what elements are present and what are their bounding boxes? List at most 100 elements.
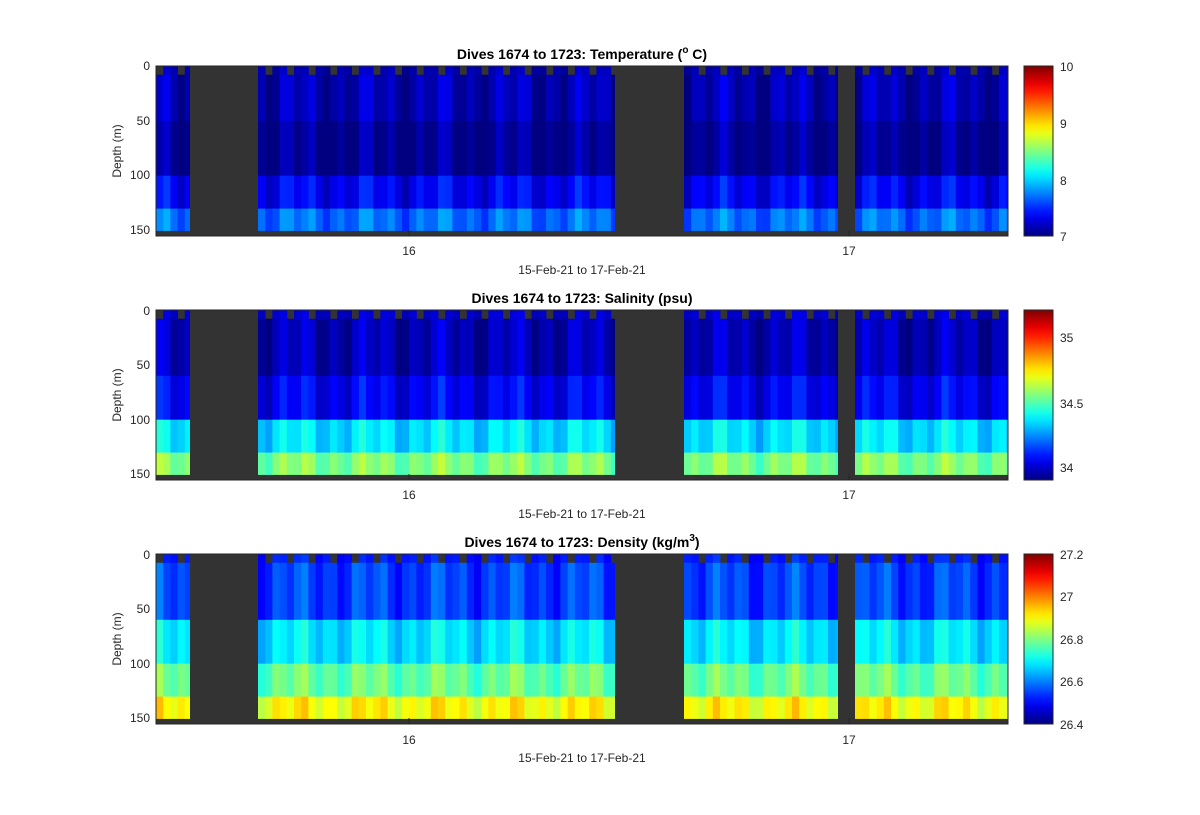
data-cell [855,120,863,177]
data-cell [315,375,324,421]
data-cell [927,452,935,475]
data-cell [784,318,793,377]
data-cell [934,562,942,621]
data-cell [919,554,928,564]
data-cell [876,208,885,231]
data-cell [315,452,324,475]
data-cell [934,619,942,665]
data-cell [574,562,583,621]
data-cell [452,619,460,665]
data-cell [265,175,273,209]
data-cell [603,452,612,475]
data-cell [813,663,822,697]
data-cell [387,310,396,320]
data-cell [734,318,742,377]
data-cell [963,318,971,377]
data-cell [919,375,928,421]
data-cell [883,74,892,122]
data-cell [777,66,786,76]
data-cell [955,175,964,209]
data-cell [970,74,978,122]
data-cell [380,562,388,621]
data-cell [792,74,800,122]
data-cell [423,175,432,209]
data-cell [380,66,388,76]
data-cell [813,562,822,621]
data-cell [941,66,949,76]
data-cell [351,175,360,209]
data-cell [582,619,590,665]
data-cell [430,663,439,697]
data-cell [272,318,280,377]
data-cell [698,175,706,209]
temperature-colorbar-tick: 8 [1060,174,1067,188]
salinity-xlabel: 15-Feb-21 to 17-Feb-21 [518,507,646,521]
data-cell [163,66,171,76]
data-cell [265,375,273,421]
data-cell [876,375,885,421]
data-cell [402,120,410,177]
data-cell [984,120,993,177]
data-cell [777,74,786,122]
data-cell [301,554,309,564]
data-cell [574,208,583,231]
data-cell [799,619,807,665]
data-cell [337,554,345,564]
data-cell [184,419,191,453]
data-cell [445,663,453,697]
data-cell [351,74,360,122]
data-cell [813,175,822,209]
data-cell [286,175,295,209]
data-cell [322,375,331,421]
data-cell [748,310,757,320]
data-cell [582,74,590,122]
data-cell [358,663,367,697]
data-cell [963,66,971,76]
data-cell [560,619,568,665]
data-cell [891,208,899,231]
data-cell [322,663,331,697]
data-cell [170,310,178,320]
data-cell [286,619,295,665]
data-cell [876,120,885,177]
data-cell [941,310,949,320]
data-cell [423,208,432,231]
density-ytick: 150 [130,711,150,725]
data-cell [684,66,692,76]
data-cell [553,318,561,377]
data-cell [855,175,863,209]
data-cell [734,175,742,209]
data-cell [784,208,793,231]
salinity-ytick: 100 [130,413,150,427]
data-cell [596,120,604,177]
data-cell [698,375,706,421]
data-cell [977,208,985,231]
density-colorbar-tick: 27.2 [1060,548,1084,562]
data-cell [912,175,921,209]
data-cell [481,318,489,377]
data-cell [560,208,568,231]
data-cell [156,175,164,209]
data-cell [934,554,942,564]
data-cell [610,74,616,122]
salinity-title: Dives 1674 to 1723: Salinity (psu) [472,290,693,306]
data-cell [1006,120,1009,177]
data-cell [603,120,612,177]
data-cell [720,375,728,421]
data-cell [603,318,612,377]
data-cell [891,663,899,697]
temperature-axes-box [155,65,1009,237]
data-cell [1006,66,1009,76]
data-cell [927,663,935,697]
data-cell [466,120,475,177]
data-cell [1006,74,1009,122]
data-cell [170,175,178,209]
data-cell [567,562,576,621]
data-cell [610,663,616,697]
data-cell [337,66,345,76]
no-data-gap [190,66,258,236]
data-cell [258,375,266,421]
data-cell [567,120,576,177]
data-cell [402,419,410,453]
data-cell [876,175,885,209]
